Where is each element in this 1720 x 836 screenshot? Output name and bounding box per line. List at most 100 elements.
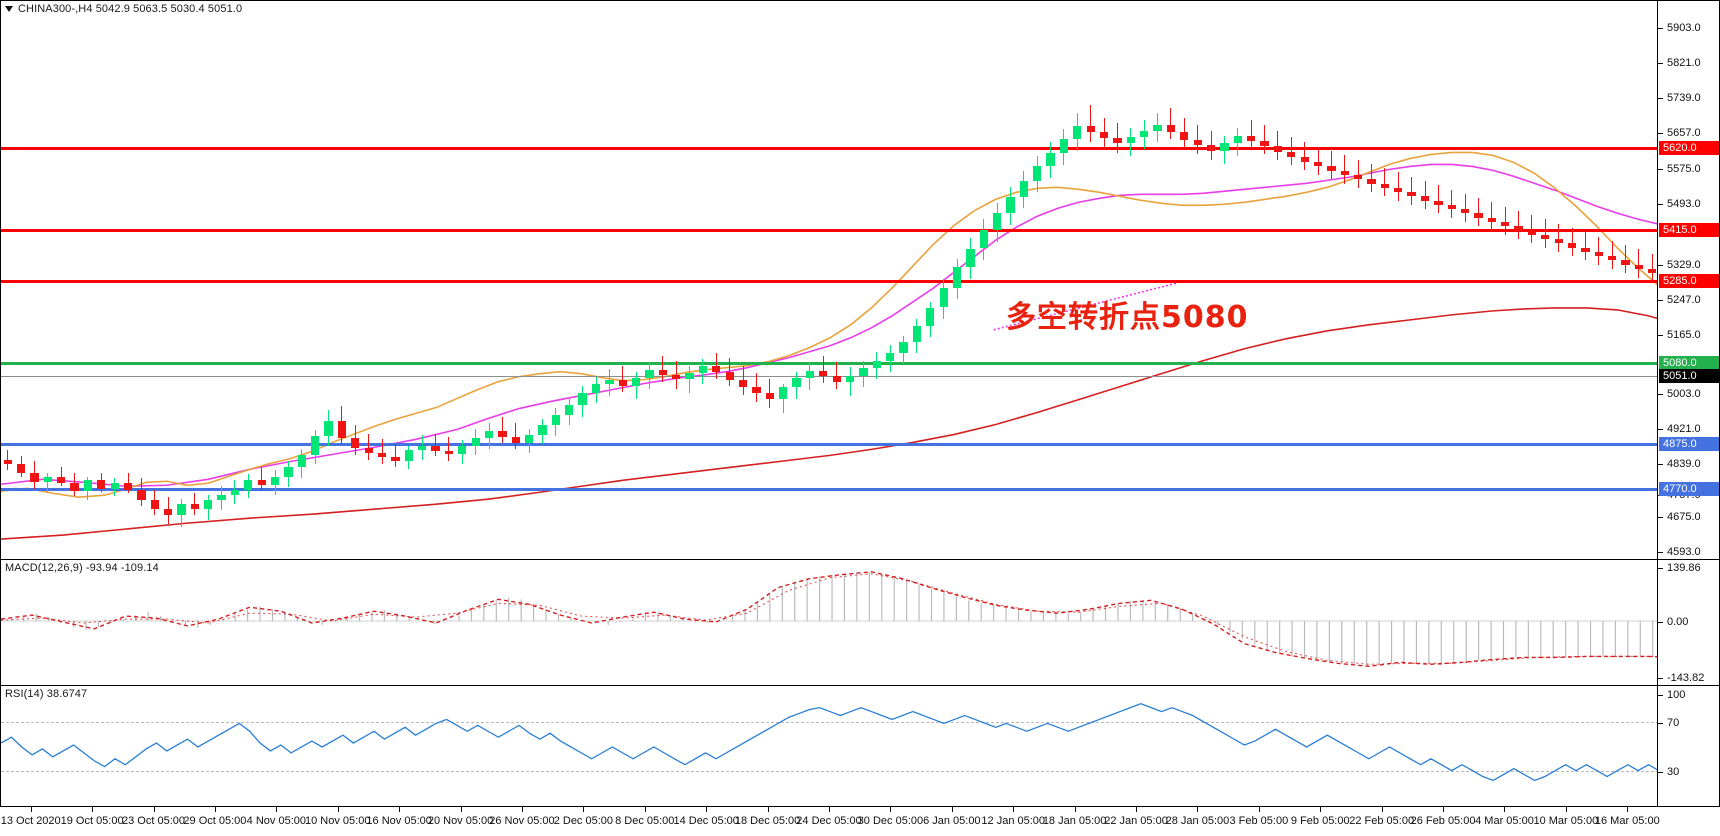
macd-label: MACD(12,26,9) -93.94 -109.14 (5, 562, 159, 574)
candle-body (431, 446, 440, 452)
candle-body (1541, 234, 1550, 240)
time-tick (276, 807, 278, 812)
candle-body (324, 421, 333, 436)
price-tick: 4593.0 (1658, 546, 1720, 558)
candle-body (257, 480, 266, 486)
candle-body (819, 370, 828, 376)
candle-body (779, 387, 788, 399)
candle-wick (1491, 202, 1493, 231)
time-axis-label: 23 Oct 05:00 (122, 815, 186, 827)
candle-body (952, 267, 962, 288)
ma-mid-line (1, 163, 1719, 488)
price-tick: 4839.0 (1658, 458, 1720, 470)
chart-header[interactable]: CHINA300-,H4 5042.9 5063.5 5030.4 5051.0 (5, 3, 242, 15)
rsi-label: RSI(14) 38.6747 (5, 688, 88, 700)
candle-body (16, 463, 26, 473)
macd-line (1, 571, 1719, 667)
candle-body (1073, 126, 1082, 140)
rsi-panel[interactable]: RSI(14) 38.6747 100 70 30 (0, 685, 1720, 807)
candle-wick (1638, 249, 1640, 278)
candle-body (404, 450, 413, 461)
time-axis[interactable]: 13 Oct 2020 19 Oct 05:00 23 Oct 05:00 29 Oc… (0, 806, 1720, 836)
candle-wick (1344, 155, 1346, 184)
candle-body (912, 326, 922, 342)
candle-body (605, 380, 614, 384)
candle-wick (822, 356, 824, 383)
price-axis[interactable]: 5903.0 5821.0 5739.0 5657.0 5575.0 5493.… (1657, 1, 1719, 559)
time-axis-label: 19 Oct 05:00 (60, 815, 124, 827)
rsi-plot-area[interactable]: RSI(14) 38.6747 (1, 686, 1719, 806)
candle-body (1206, 145, 1216, 152)
macd-histogram (10, 571, 1716, 667)
time-tick (1504, 807, 1506, 812)
candle-wick (1625, 245, 1627, 274)
price-tag-support-4875[interactable]: 4875.0 (1659, 437, 1719, 451)
price-tag-resistance-5285[interactable]: 5285.0 (1659, 274, 1719, 288)
candle-wick (394, 444, 396, 468)
candle-body (698, 366, 708, 374)
candlestick-series[interactable] (1, 1, 1719, 559)
level-line-support-4770[interactable] (1, 488, 1719, 491)
candle-wick (1424, 180, 1426, 210)
time-axis-label: 29 Oct 05:00 (183, 815, 247, 827)
candle-body (1354, 174, 1363, 180)
macd-signal-line (1, 573, 1719, 665)
candle-wick (60, 467, 62, 487)
level-line-resistance-5415[interactable] (1, 229, 1719, 232)
macd-axis[interactable]: 139.86 0.00 -143.82 (1657, 560, 1719, 685)
candle-body (471, 438, 480, 446)
price-tick: 5165.0 (1658, 329, 1720, 341)
candle-wick (715, 352, 717, 380)
candle-wick (1116, 122, 1118, 153)
candle-body (458, 446, 467, 454)
time-tick (1258, 807, 1260, 812)
candle-body (498, 431, 507, 437)
rsi-guide-70 (1, 722, 1719, 723)
time-tick (1627, 807, 1629, 812)
time-tick (460, 807, 462, 812)
price-plot-area[interactable]: CHINA300-,H4 5042.9 5063.5 5030.4 5051.0 (1, 1, 1719, 559)
candle-body (1233, 135, 1242, 144)
time-tick (1565, 807, 1567, 812)
candle-body (1367, 179, 1376, 184)
candle-body (484, 431, 494, 439)
price-tag-pivot-5080[interactable]: 5080.0 (1659, 356, 1719, 370)
candle-body (979, 229, 988, 249)
level-line-pivot-5080[interactable] (1, 362, 1719, 365)
candle-body (658, 369, 667, 376)
candle-body (364, 447, 373, 453)
candle-wick (1397, 172, 1399, 201)
time-axis-label: 8 Dec 05:00 (615, 815, 675, 827)
candle-body (631, 378, 641, 387)
macd-panel[interactable]: MACD(12,26,9) -93.94 -109.14 (0, 559, 1720, 686)
candle-body (551, 415, 561, 426)
price-tick: 5575.0 (1658, 163, 1720, 175)
candle-wick (1544, 219, 1546, 248)
candle-body (511, 436, 520, 443)
candle-wick (1504, 206, 1506, 235)
time-axis-label: 14 Dec 05:00 (673, 815, 739, 827)
price-tag-support-4770[interactable]: 4770.0 (1659, 482, 1719, 496)
candle-body (1300, 157, 1309, 163)
candle-body (685, 373, 694, 380)
triangle-down-icon[interactable] (5, 6, 13, 13)
annotation-trendline[interactable] (1, 1, 1719, 559)
candle-body (444, 451, 454, 454)
price-tick: 4675.0 (1658, 511, 1720, 523)
chart-annotation-text[interactable]: 多空转折点5080 (1006, 300, 1249, 335)
candle-body (270, 476, 280, 486)
level-line-resistance-5620[interactable] (1, 147, 1719, 150)
rsi-axis[interactable]: 100 70 30 (1657, 686, 1719, 806)
candle-body (83, 480, 93, 492)
macd-plot-area[interactable]: MACD(12,26,9) -93.94 -109.14 (1, 560, 1719, 685)
candle-body (1033, 166, 1042, 181)
candle-wick (1330, 151, 1332, 180)
main-price-panel[interactable]: CHINA300-,H4 5042.9 5063.5 5030.4 5051.0 (0, 0, 1720, 560)
level-line-resistance-5285[interactable] (1, 280, 1719, 283)
price-tag-resistance-5620[interactable]: 5620.0 (1659, 141, 1719, 155)
price-tag-last-price[interactable]: 5051.0 (1659, 369, 1719, 383)
candle-body (391, 457, 400, 461)
price-tag-resistance-5415[interactable]: 5415.0 (1659, 223, 1719, 237)
level-line-support-4875[interactable] (1, 443, 1719, 446)
